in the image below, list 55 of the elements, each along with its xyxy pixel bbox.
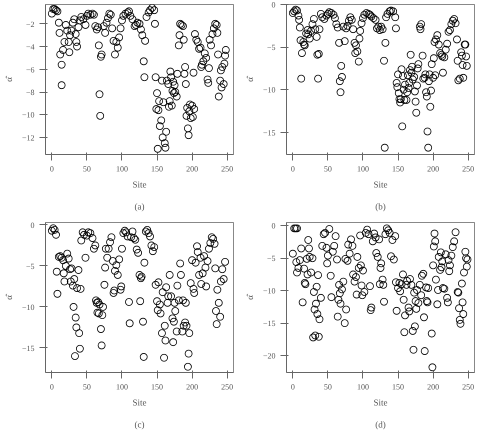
x-tick-label: 250 <box>221 164 234 174</box>
y-tick-label: −4 <box>26 42 35 52</box>
x-tick-label: 0 <box>50 382 54 392</box>
y-tick-label: −10 <box>262 286 276 296</box>
x-tick-label: 150 <box>151 382 164 392</box>
x-tick-label: 100 <box>356 382 369 392</box>
y-tick-label: −15 <box>262 319 276 328</box>
x-tick-label: 250 <box>462 382 474 392</box>
x-axis-title: Site <box>132 180 147 190</box>
x-tick-label: 100 <box>116 382 128 392</box>
y-tick-label: −6 <box>26 65 35 74</box>
x-tick-label: 200 <box>186 164 198 174</box>
text: (c) <box>134 420 145 430</box>
y-axis-title: α̂ <box>4 75 14 82</box>
y-tick-label: −12 <box>22 133 35 142</box>
x-tick-label: 0 <box>290 382 295 392</box>
x-tick-label: 200 <box>427 164 440 174</box>
y-tick-label: −5 <box>26 262 35 271</box>
text: (a) <box>134 202 145 212</box>
x-tick-label: 250 <box>221 382 234 392</box>
y-tick-label: −10 <box>22 302 35 312</box>
y-tick-label: −10 <box>262 86 276 95</box>
x-tick-label: 200 <box>427 382 440 392</box>
x-tick-label: 100 <box>356 164 369 174</box>
x-tick-label: 150 <box>392 382 404 392</box>
y-tick-label: −15 <box>22 344 35 353</box>
x-tick-label: 50 <box>324 164 332 174</box>
y-axis-title: α̂ <box>4 293 14 300</box>
text: (b) <box>375 202 386 212</box>
y-tick-label: 0 <box>30 220 34 230</box>
x-tick-label: 250 <box>462 164 474 174</box>
x-tick-label: 150 <box>151 164 164 174</box>
x-tick-label: 50 <box>82 382 91 392</box>
text: (d) <box>375 420 386 430</box>
y-tick-label: −2 <box>26 20 35 29</box>
x-axis-title: Site <box>374 180 388 190</box>
x-axis-title: Site <box>132 398 147 408</box>
y-tick-label: −8 <box>26 88 35 97</box>
x-tick-label: 150 <box>392 164 404 174</box>
x-tick-label: 50 <box>324 382 332 392</box>
y-tick-label: −5 <box>266 43 276 52</box>
y-tick-label: 0 <box>272 0 276 10</box>
y-tick-label: −5 <box>266 254 276 264</box>
x-tick-label: 50 <box>82 164 91 174</box>
x-tick-label: 0 <box>290 164 295 174</box>
y-axis-title: α̂ <box>244 293 255 300</box>
y-tick-label: 0 <box>272 222 276 231</box>
x-tick-label: 200 <box>186 382 198 392</box>
y-axis-title: α̂ <box>244 75 255 82</box>
x-tick-label: 100 <box>116 164 128 174</box>
x-tick-label: 0 <box>50 164 54 174</box>
y-tick-label: −10 <box>22 110 35 120</box>
y-tick-label: −20 <box>262 352 276 361</box>
x-axis-title: Site <box>374 398 388 408</box>
y-tick-label: −15 <box>262 128 276 138</box>
